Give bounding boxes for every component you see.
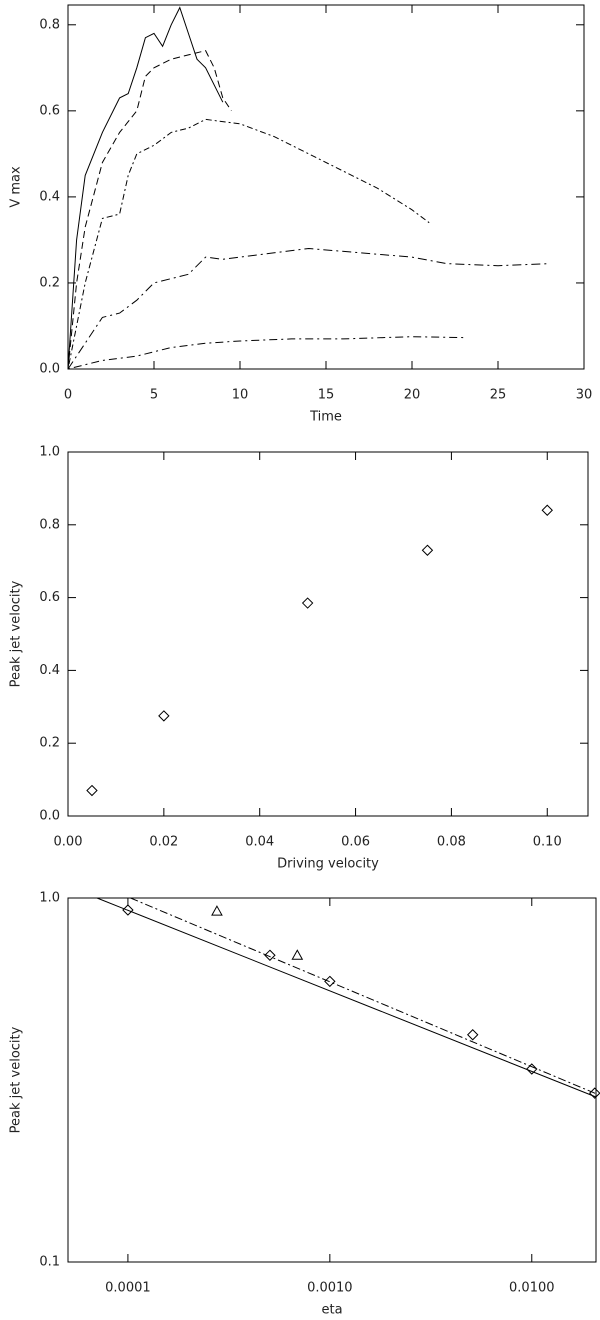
data-point [526, 1063, 538, 1075]
data-point [211, 905, 223, 916]
data-point [421, 544, 434, 556]
x-tick-label: 0.02 [149, 835, 178, 850]
x-tick-label: 0.0001 [105, 1281, 151, 1296]
x-tick-label: 30 [576, 388, 593, 403]
x-tick-label: 0.0010 [307, 1281, 353, 1296]
y-tick-label: 0.0 [39, 809, 60, 824]
data-line [67, 118, 430, 370]
x-tick-label: 0.0100 [509, 1281, 555, 1296]
data-point [264, 949, 276, 961]
data-point [291, 949, 304, 960]
x-tick-label: 0.00 [54, 835, 83, 850]
x-tick-label: 10 [232, 388, 249, 403]
x-tick-label: 0 [64, 388, 72, 403]
data-line [96, 897, 597, 1098]
y-tick-label: 0.2 [39, 275, 60, 290]
x-tick-label: 0.06 [341, 835, 370, 850]
x-axis-label: Driving velocity [277, 857, 379, 872]
x-tick-label: 25 [490, 388, 507, 403]
data-line [67, 247, 550, 370]
data-line [67, 50, 232, 370]
data-point [541, 504, 553, 516]
x-tick-label: 20 [404, 388, 421, 403]
data-line [130, 897, 597, 1095]
plot-frame [67, 451, 589, 817]
data-line [67, 6, 224, 370]
y-tick-label: 1.0 [39, 891, 60, 906]
y-axis-label: Peak jet velocity [9, 1026, 24, 1133]
x-tick-label: 15 [318, 388, 335, 403]
data-point [467, 1029, 479, 1041]
y-axis-label: Peak jet velocity [9, 580, 24, 687]
data-point [122, 904, 134, 916]
y-tick-label: 0.6 [39, 103, 60, 118]
y-axis-label: V max [9, 166, 24, 208]
y-tick-label: 0.6 [39, 590, 60, 605]
y-tick-label: 0.2 [39, 736, 60, 751]
x-tick-label: 5 [150, 388, 158, 403]
x-tick-label: 0.04 [245, 835, 274, 850]
y-tick-label: 0.8 [39, 17, 60, 32]
y-tick-label: 0.1 [39, 1255, 60, 1270]
x-axis-label: Time [309, 410, 342, 425]
plot-frame [67, 4, 585, 370]
y-tick-label: 1.0 [39, 445, 60, 460]
y-tick-label: 0.0 [39, 362, 60, 377]
data-point [324, 975, 336, 988]
x-axis-label: eta [321, 1303, 342, 1318]
data-point [301, 597, 314, 609]
data-point [158, 710, 170, 722]
data-line [67, 336, 464, 370]
plot-frame [67, 897, 597, 1263]
data-point [86, 784, 98, 797]
y-tick-label: 0.4 [39, 663, 60, 678]
y-tick-label: 0.8 [39, 517, 60, 532]
x-tick-label: 0.10 [533, 835, 562, 850]
y-tick-label: 0.4 [39, 189, 60, 204]
x-tick-label: 0.08 [437, 835, 466, 850]
